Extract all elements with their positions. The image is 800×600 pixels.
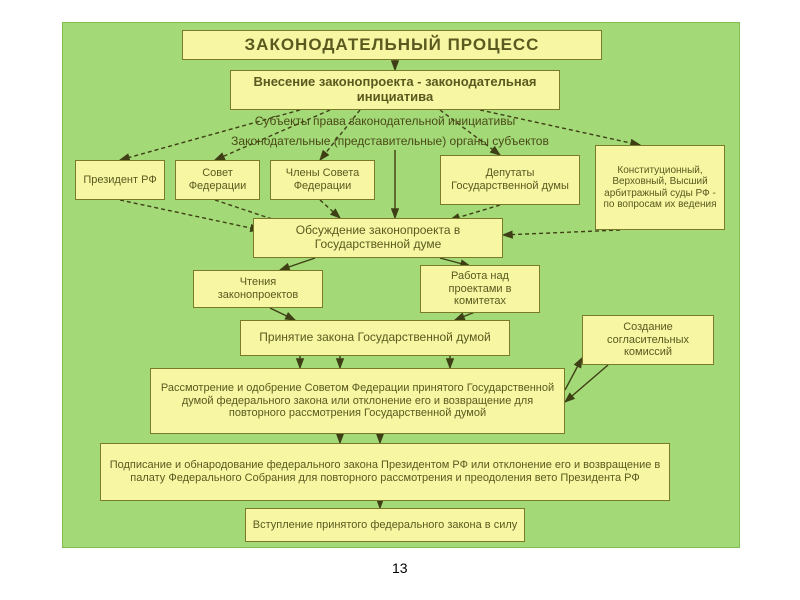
subject-deputies: Депутаты Государственной думы xyxy=(440,155,580,205)
side-commission: Создание согласительных комиссий xyxy=(582,315,714,365)
step-signing: Подписание и обнародование федерального … xyxy=(100,443,670,501)
sub-readings: Чтения законопроектов xyxy=(193,270,323,308)
label-reps: Законодательные (представительные) орган… xyxy=(160,132,620,150)
title-text: ЗАКОНОДАТЕЛЬНЫЙ ПРОЦЕСС xyxy=(245,35,540,55)
step-initiative-text: Внесение законопроекта - законодательная… xyxy=(235,75,555,105)
label-subjects: Субъекты права законодательной инициатив… xyxy=(170,112,600,130)
step-review: Рассмотрение и одобрение Советом Федерац… xyxy=(150,368,565,434)
step-discussion: Обсуждение законопроекта в Государственн… xyxy=(253,218,503,258)
sub-committees: Работа над проектами в комитетах xyxy=(420,265,540,313)
subject-members: Члены Совета Федерации xyxy=(270,160,375,200)
subject-sovfed: Совет Федерации xyxy=(175,160,260,200)
step-initiative: Внесение законопроекта - законодательная… xyxy=(230,70,560,110)
step-adoption: Принятие закона Государственной думой xyxy=(240,320,510,356)
title-box: ЗАКОНОДАТЕЛЬНЫЙ ПРОЦЕСС xyxy=(182,30,602,60)
subject-president: Президент РФ xyxy=(75,160,165,200)
diagram-canvas: ЗАКОНОДАТЕЛЬНЫЙ ПРОЦЕСС Внесение законоп… xyxy=(0,0,800,600)
page-number: 13 xyxy=(392,560,408,576)
subject-courts: Конституционный, Верховный, Высший арбит… xyxy=(595,145,725,230)
step-final: Вступление принятого федерального закона… xyxy=(245,508,525,542)
